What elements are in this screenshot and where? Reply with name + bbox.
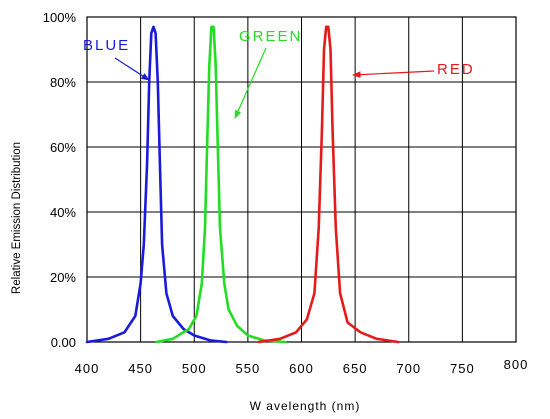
arrow-green xyxy=(234,47,267,119)
y-axis-title: Relative Emission Distribution xyxy=(11,142,23,294)
x-tick-label: 650 xyxy=(343,361,368,376)
label-red: RED xyxy=(437,61,475,78)
y-tick-label: 40% xyxy=(50,205,76,220)
y-tick-label: 100% xyxy=(43,10,77,25)
x-tick-label: 800 xyxy=(504,357,529,372)
y-tick-label: 60% xyxy=(50,140,76,155)
plot-frame xyxy=(86,16,517,343)
x-tick-label: 600 xyxy=(289,361,314,376)
x-tick-label: 500 xyxy=(182,361,207,376)
series-annotations: BLUE GREEN RED xyxy=(83,28,475,119)
x-tick-label: 700 xyxy=(396,361,421,376)
label-blue: BLUE xyxy=(83,37,130,54)
arrow-blue xyxy=(114,57,150,81)
plot-border xyxy=(86,16,517,343)
x-tick-label: 550 xyxy=(236,361,261,376)
x-tick-labels: 400 450 500 550 600 650 700 750 800 xyxy=(75,357,529,376)
series-lines xyxy=(85,25,400,344)
series-line-green xyxy=(155,25,287,344)
x-tick-label: 750 xyxy=(450,361,475,376)
label-green: GREEN xyxy=(239,28,302,45)
x-tick-label: 450 xyxy=(128,361,153,376)
series-line-red xyxy=(257,25,400,344)
y-tick-labels: 0.00 20% 40% 60% 80% 100% xyxy=(43,10,77,350)
series-line-blue xyxy=(85,25,228,344)
y-tick-label: 0.00 xyxy=(51,335,76,350)
x-axis-title: W avelength (nm) xyxy=(250,399,361,413)
arrow-red xyxy=(352,70,435,78)
y-tick-label: 80% xyxy=(50,75,76,90)
y-tick-label: 20% xyxy=(50,270,76,285)
x-tick-label: 400 xyxy=(75,361,100,376)
